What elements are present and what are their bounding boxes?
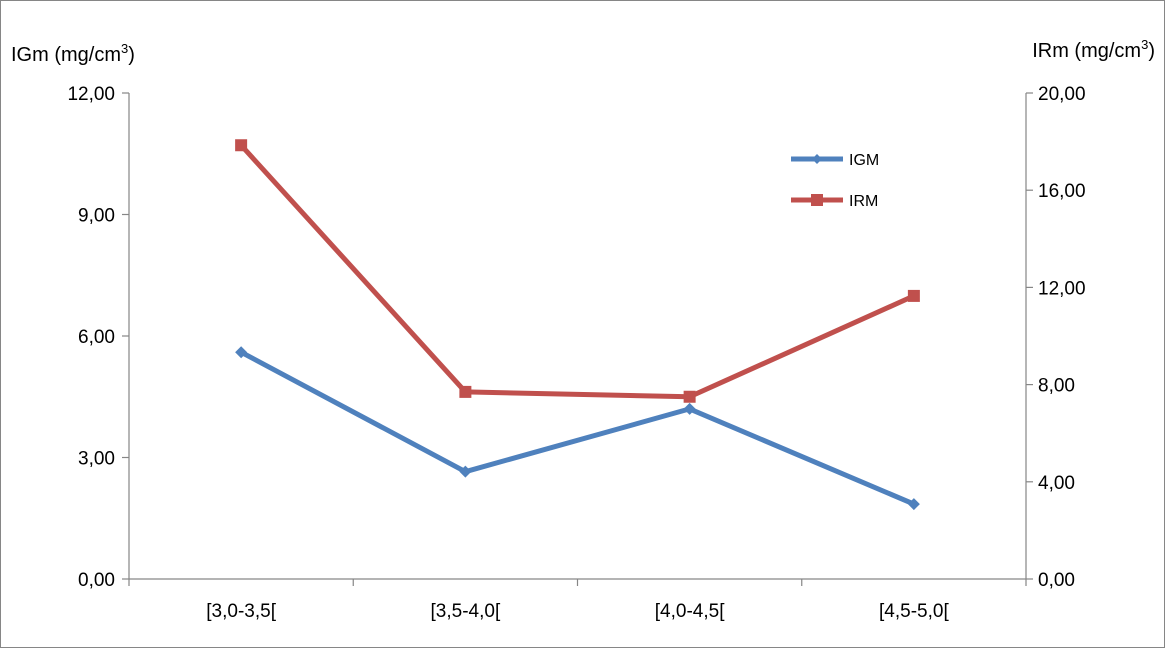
y-left-tick-label: 0,00 bbox=[78, 570, 115, 591]
legend-entry-igm: IGM bbox=[791, 152, 879, 169]
legend: IGM IRM bbox=[791, 152, 879, 210]
x-tick-label: [4,5-5,0[ bbox=[879, 601, 949, 622]
x-tick-label: [3,0-3,5[ bbox=[206, 601, 276, 622]
y-right-tick-label: 0,00 bbox=[1038, 570, 1075, 591]
y-left-tick-label: 3,00 bbox=[78, 449, 115, 470]
data-point-irm bbox=[235, 139, 248, 152]
legend-igm-label: IGM bbox=[849, 152, 879, 169]
legend-entry-irm: IRM bbox=[791, 193, 878, 210]
data-point-igm bbox=[459, 465, 472, 478]
data-point-igm bbox=[235, 346, 248, 359]
y-right-tick-label: 8,00 bbox=[1038, 376, 1075, 397]
x-tick-label: [4,0-4,5[ bbox=[655, 601, 725, 622]
y-left-tick-label: 6,00 bbox=[78, 327, 115, 348]
data-point-igm bbox=[683, 402, 696, 415]
series-layer bbox=[235, 139, 920, 511]
y-right-tick-label: 20,00 bbox=[1038, 84, 1086, 105]
data-point-irm bbox=[459, 385, 472, 398]
axes: 0,00 3,00 6,00 9,00 12,00 0,00 4,00 8,00 12,00 16… bbox=[67, 84, 1085, 622]
x-tick-label: [3,5-4,0[ bbox=[431, 601, 501, 622]
legend-irm-label: IRM bbox=[849, 193, 878, 210]
y-right-axis-title: IRm (mg/cm3) bbox=[1032, 37, 1155, 62]
data-point-igm bbox=[907, 498, 920, 511]
data-point-irm bbox=[683, 390, 696, 403]
legend-irm-marker bbox=[811, 194, 823, 206]
legend-igm-marker bbox=[812, 154, 822, 164]
y-right-tick-label: 12,00 bbox=[1038, 278, 1086, 299]
y-left-axis-title: IGm (mg/cm3) bbox=[11, 41, 135, 66]
series-line-igm bbox=[239, 349, 915, 507]
y-left-tick-label: 9,00 bbox=[78, 206, 115, 227]
y-right-tick-label: 4,00 bbox=[1038, 473, 1075, 494]
y-left-tick-label: 12,00 bbox=[67, 84, 115, 105]
data-point-irm bbox=[907, 289, 920, 302]
series-line-irm bbox=[239, 143, 915, 400]
y-right-tick-label: 16,00 bbox=[1038, 181, 1086, 202]
